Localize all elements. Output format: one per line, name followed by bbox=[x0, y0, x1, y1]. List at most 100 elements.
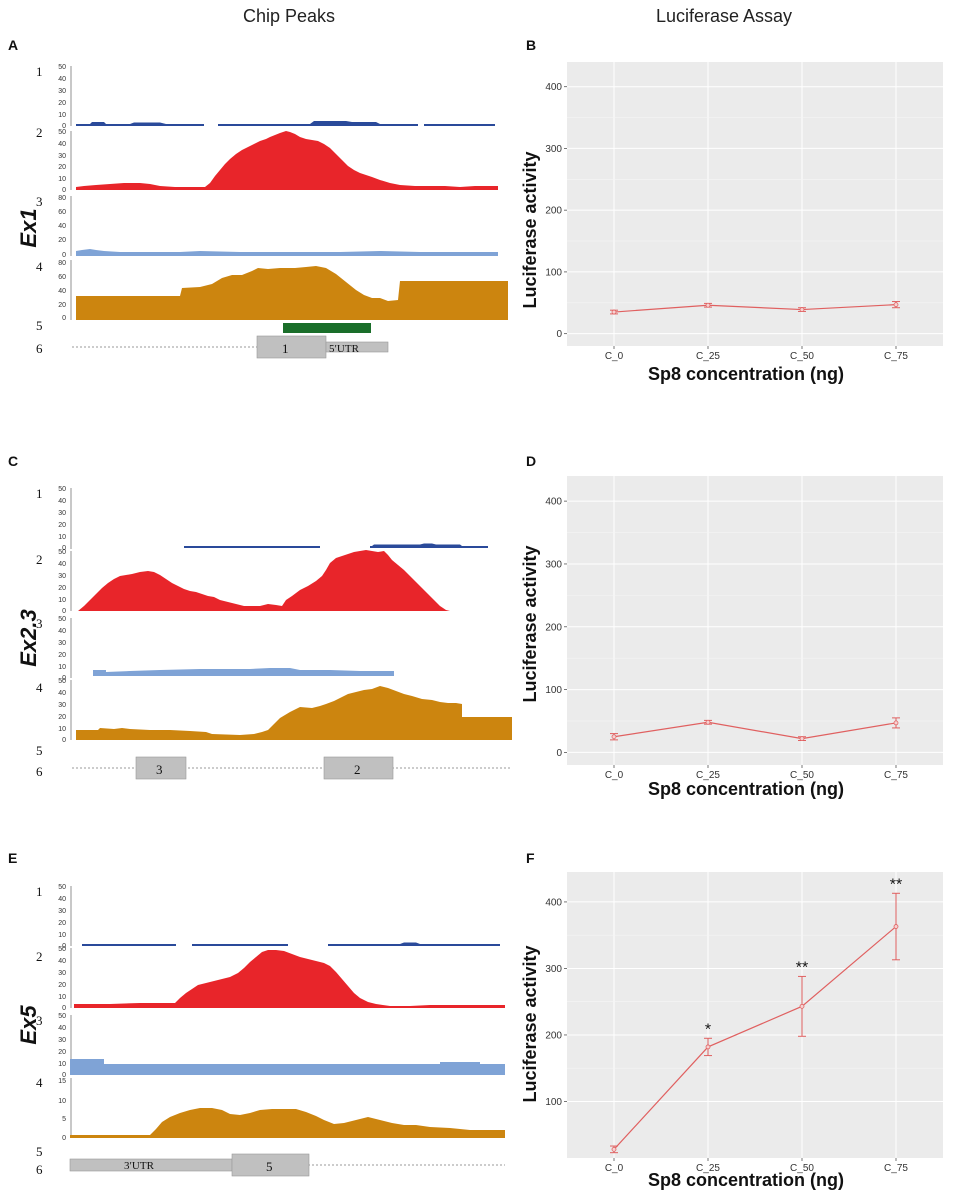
chip-track-2 bbox=[76, 550, 498, 611]
tick-label: 40 bbox=[58, 896, 66, 903]
track-number-4: 4 bbox=[36, 1075, 43, 1090]
panel-letter-b: B bbox=[526, 37, 536, 53]
chip-track-1 bbox=[82, 942, 500, 946]
data-point bbox=[705, 1044, 711, 1050]
utr-label: 5′UTR bbox=[329, 343, 360, 355]
plot-background bbox=[567, 872, 943, 1158]
data-line bbox=[613, 721, 897, 740]
tick-label: 10 bbox=[58, 176, 66, 183]
region-label-ex1: Ex1 bbox=[16, 208, 41, 247]
x-tick-label: C_25 bbox=[696, 351, 720, 362]
y-tick-label: 100 bbox=[545, 685, 562, 696]
tick-label: 20 bbox=[58, 302, 66, 309]
x-tick-label: C_25 bbox=[696, 1163, 720, 1174]
tick-label: 20 bbox=[58, 652, 66, 659]
chip-panel-c: C Ex2.3 1 2 3 4 5 6 50 40 30 20 10 0 50 … bbox=[8, 453, 512, 780]
tick-label: 40 bbox=[58, 628, 66, 635]
x-tick-label: C_75 bbox=[884, 1163, 908, 1174]
panel-letter-d: D bbox=[526, 453, 536, 469]
exon-label: 3 bbox=[156, 762, 163, 777]
luciferase-charts: B 0 100 200 300 400 C_0 C_25 C_50 C_75 Luciferase … bbox=[520, 37, 943, 1190]
tick-label: 0 bbox=[62, 737, 66, 744]
panel-letter-f: F bbox=[526, 850, 535, 866]
tick-label: 30 bbox=[58, 1037, 66, 1044]
chip-panel-a: A Ex1 1 2 3 4 5 6 50 40 30 20 10 0 50 40… bbox=[8, 37, 508, 359]
luciferase-chart-d: D 0 100 200 300 400 C_0 C_25 C_50 C_75 Luciferase … bbox=[520, 453, 943, 799]
track-number-1: 1 bbox=[36, 64, 43, 79]
tick-label: 10 bbox=[58, 726, 66, 733]
tick-label: 50 bbox=[58, 129, 66, 136]
tick-label: 60 bbox=[58, 274, 66, 281]
tick-label: 50 bbox=[58, 616, 66, 623]
tick-label: 40 bbox=[58, 498, 66, 505]
x-tick-label: C_0 bbox=[605, 1163, 624, 1174]
track-number-4: 4 bbox=[36, 259, 43, 274]
tick-label: 80 bbox=[58, 260, 66, 267]
tick-label: 10 bbox=[58, 597, 66, 604]
tick-label: 40 bbox=[58, 288, 66, 295]
tick-label: 10 bbox=[58, 664, 66, 671]
tick-label: 0 bbox=[62, 252, 66, 259]
tick-label: 30 bbox=[58, 702, 66, 709]
y-tick-label: 300 bbox=[545, 559, 562, 570]
tick-label: 50 bbox=[58, 549, 66, 556]
track-number-3: 3 bbox=[36, 1013, 43, 1028]
significance-marker: ** bbox=[890, 876, 902, 893]
chip-track-3 bbox=[70, 1059, 505, 1075]
tick-label: 50 bbox=[58, 486, 66, 493]
chip-track-3 bbox=[76, 249, 498, 256]
luciferase-chart-b: B 0 100 200 300 400 C_0 C_25 C_50 C_75 Luciferase … bbox=[520, 37, 943, 384]
y-tick-label: 100 bbox=[545, 267, 562, 278]
track-number-4: 4 bbox=[36, 680, 43, 695]
tick-label: 20 bbox=[58, 237, 66, 244]
data-point bbox=[611, 734, 617, 740]
y-tick-label: 0 bbox=[556, 329, 562, 340]
chip-track-4 bbox=[76, 266, 508, 320]
tick-label: 80 bbox=[58, 195, 66, 202]
tick-label: 30 bbox=[58, 640, 66, 647]
track-number-3: 3 bbox=[36, 616, 43, 631]
tick-label: 15 bbox=[58, 1078, 66, 1085]
chip-track-2 bbox=[76, 131, 498, 190]
tick-label: 50 bbox=[58, 678, 66, 685]
chip-track-1 bbox=[76, 121, 495, 126]
peak-region-bar bbox=[283, 323, 371, 333]
track-number-1: 1 bbox=[36, 486, 43, 501]
panel-letter-a: A bbox=[8, 37, 18, 53]
data-line bbox=[613, 304, 897, 313]
data-point bbox=[893, 720, 899, 726]
utr-label: 3′UTR bbox=[124, 1160, 155, 1172]
exon-box bbox=[323, 756, 394, 780]
chip-track-1 bbox=[184, 543, 488, 548]
tick-label: 30 bbox=[58, 908, 66, 915]
exon-label: 2 bbox=[354, 762, 361, 777]
tick-label: 10 bbox=[58, 1098, 66, 1105]
tick-label: 20 bbox=[58, 522, 66, 529]
panel-letter-e: E bbox=[8, 850, 17, 866]
exon-label: 1 bbox=[282, 341, 289, 356]
y-axis-title: Luciferase activity bbox=[520, 151, 540, 308]
panel-letter-c: C bbox=[8, 453, 18, 469]
data-point bbox=[893, 924, 899, 929]
tick-label: 5 bbox=[62, 1116, 66, 1123]
data-line bbox=[613, 926, 897, 1150]
y-tick-label: 200 bbox=[545, 206, 562, 217]
utr-box bbox=[325, 341, 389, 353]
tick-label: 10 bbox=[58, 1061, 66, 1068]
track-number-3: 3 bbox=[36, 194, 43, 209]
x-axis-title: Sp8 concentration (ng) bbox=[648, 364, 844, 384]
tick-label: 20 bbox=[58, 982, 66, 989]
tick-label: 0 bbox=[62, 545, 66, 552]
tick-label: 40 bbox=[58, 561, 66, 568]
x-tick-label: C_25 bbox=[696, 770, 720, 781]
tick-label: 10 bbox=[58, 534, 66, 541]
significance-marker: ** bbox=[796, 959, 808, 976]
y-axis-title: Luciferase activity bbox=[520, 545, 540, 702]
x-tick-label: C_0 bbox=[605, 351, 624, 362]
track-number-5: 5 bbox=[36, 318, 43, 333]
track-number-2: 2 bbox=[36, 552, 43, 567]
tick-label: 20 bbox=[58, 714, 66, 721]
data-point bbox=[611, 1146, 617, 1152]
plot-background bbox=[567, 62, 943, 346]
